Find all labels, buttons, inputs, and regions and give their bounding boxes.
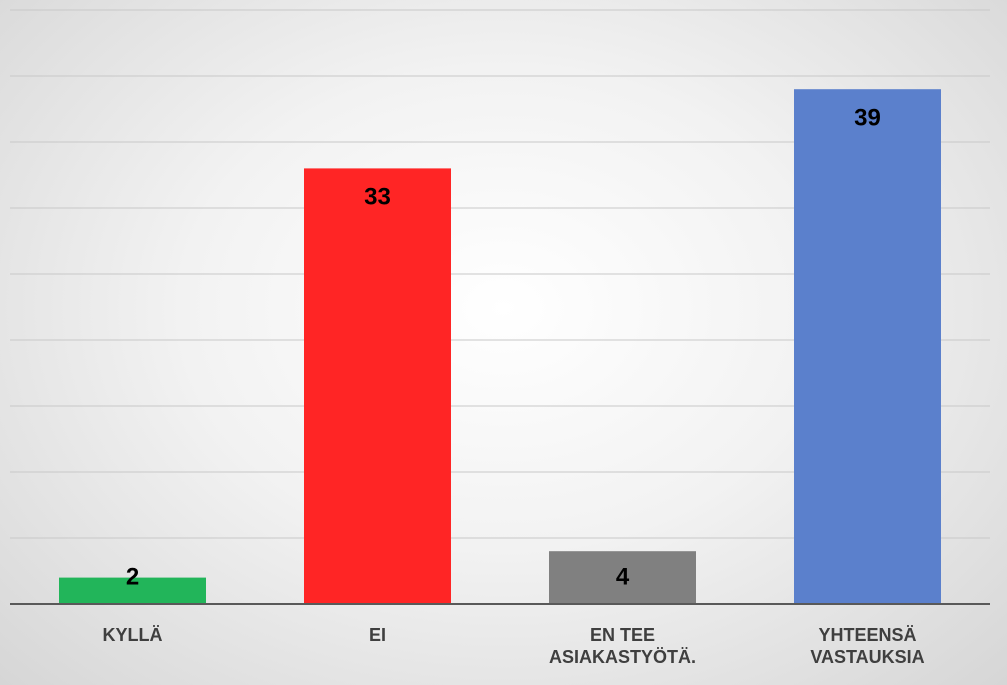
bar xyxy=(549,551,696,604)
data-label: 4 xyxy=(616,563,630,590)
bar xyxy=(304,168,451,604)
bar xyxy=(59,577,206,604)
x-tick-label: KYLLÄ xyxy=(102,625,163,645)
x-tick-label: EI xyxy=(368,625,386,645)
x-tick-label: EN TEE ASIAKASTYÖTÄ. xyxy=(548,625,696,667)
data-label: 2 xyxy=(126,563,139,590)
bar xyxy=(794,89,941,604)
data-label: 33 xyxy=(364,184,391,211)
x-tick-label: YHTEENSÄ VASTAUKSIA xyxy=(810,625,925,667)
data-label: 39 xyxy=(854,105,881,132)
